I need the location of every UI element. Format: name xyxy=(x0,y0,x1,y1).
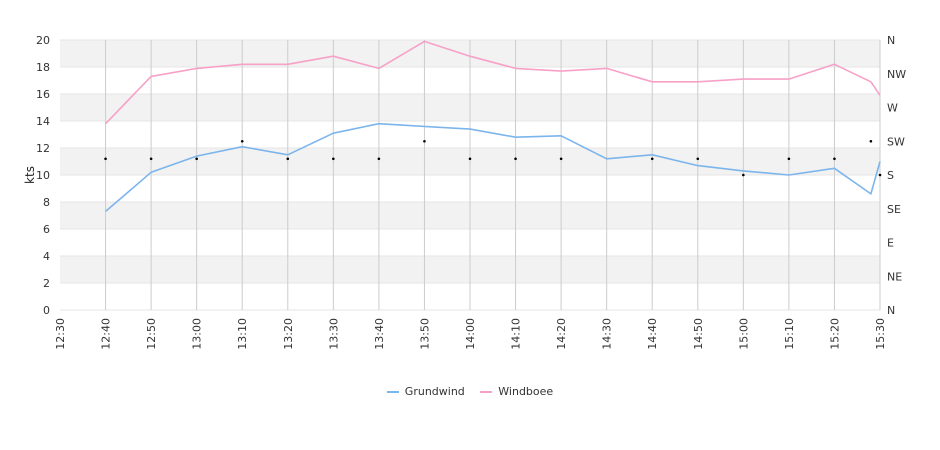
y-axis-title: kts xyxy=(23,166,37,184)
x-axis-ticks: 12:30 12:40 12:50 13:00 13:10 13:20 13:30 13:40… xyxy=(54,318,887,350)
direction-marker xyxy=(650,157,654,161)
direction-marker xyxy=(742,173,745,177)
y-tick-label: 18 xyxy=(36,61,50,74)
x-tick-label: 14:40 xyxy=(646,318,659,350)
direction-marker xyxy=(559,157,563,161)
legend-swatch-grundwind xyxy=(386,391,399,393)
x-tick-label: 15:30 xyxy=(874,318,887,350)
direction-marker xyxy=(696,157,700,161)
legend-swatch-windboee xyxy=(480,391,493,393)
direction-marker xyxy=(195,157,198,161)
y-tick-label: 20 xyxy=(36,34,50,47)
legend-label-windboee: Windboee xyxy=(498,385,554,398)
x-tick-label: 12:30 xyxy=(54,318,67,350)
x-tick-label: 12:50 xyxy=(145,318,158,350)
direction-marker xyxy=(514,157,517,161)
x-tick-label: 13:00 xyxy=(191,318,204,350)
y2-tick-label: SW xyxy=(887,135,905,148)
y-tick-label: 6 xyxy=(43,223,50,236)
x-tick-label: 14:50 xyxy=(692,318,705,350)
x-tick-label: 12:40 xyxy=(100,318,113,350)
y-tick-label: 8 xyxy=(43,196,50,209)
direction-marker xyxy=(377,157,381,161)
series-lines xyxy=(105,40,881,213)
y-tick-label: 2 xyxy=(43,277,50,290)
y-tick-label: 0 xyxy=(43,304,50,317)
direction-marker xyxy=(468,157,472,161)
x-tick-label: 14:10 xyxy=(510,318,523,350)
y2-tick-label: W xyxy=(887,102,898,115)
direction-marker xyxy=(787,157,791,161)
y2-tick-label: NE xyxy=(887,270,902,283)
y-tick-label: 14 xyxy=(36,115,50,128)
x-tick-label: 13:40 xyxy=(373,318,386,350)
y-axis-ticks: 0 2 4 6 8 10 12 14 16 18 20 xyxy=(36,34,50,317)
y-tick-label: 12 xyxy=(36,142,50,155)
x-tick-label: 15:00 xyxy=(737,318,750,350)
x-tick-label: 15:10 xyxy=(783,318,796,350)
y2-tick-label: NW xyxy=(887,68,906,81)
x-tick-label: 14:00 xyxy=(464,318,477,350)
series-line-windboee xyxy=(105,40,881,125)
direction-marker xyxy=(286,157,290,161)
legend: Grundwind Windboee xyxy=(0,385,940,398)
x-tick-label: 15:20 xyxy=(828,318,841,350)
y-tick-label: 4 xyxy=(43,250,50,263)
direction-marker xyxy=(149,157,153,161)
legend-label-grundwind: Grundwind xyxy=(404,385,465,398)
direction-marker xyxy=(423,139,426,143)
y-tick-label: 16 xyxy=(36,88,50,101)
x-tick-label: 13:50 xyxy=(418,318,431,350)
legend-item-grundwind[interactable]: Grundwind xyxy=(386,385,465,398)
y2-tick-label: N xyxy=(887,304,895,317)
x-tick-label: 14:20 xyxy=(555,318,568,350)
direction-marker xyxy=(332,157,335,161)
y2-axis-direction-ticks: N NE E SE S SW W NW N xyxy=(887,34,906,317)
direction-marker xyxy=(104,157,107,161)
y2-tick-label: S xyxy=(887,169,894,182)
y2-tick-label: E xyxy=(887,237,894,250)
vertical-gridlines xyxy=(105,40,881,310)
y-tick-label: 10 xyxy=(36,169,50,182)
y2-tick-label: SE xyxy=(887,203,901,216)
direction-marker xyxy=(833,157,836,161)
x-tick-label: 13:30 xyxy=(327,318,340,350)
direction-marker xyxy=(869,139,873,143)
direction-marker xyxy=(878,173,882,177)
legend-item-windboee[interactable]: Windboee xyxy=(480,385,553,398)
direction-markers xyxy=(104,139,882,177)
x-tick-label: 13:10 xyxy=(236,318,249,350)
direction-marker xyxy=(240,139,244,143)
series-line-grundwind xyxy=(105,122,881,213)
x-tick-label: 14:30 xyxy=(601,318,614,350)
x-tick-label: 13:20 xyxy=(282,318,295,350)
y2-tick-label: N xyxy=(887,34,895,47)
